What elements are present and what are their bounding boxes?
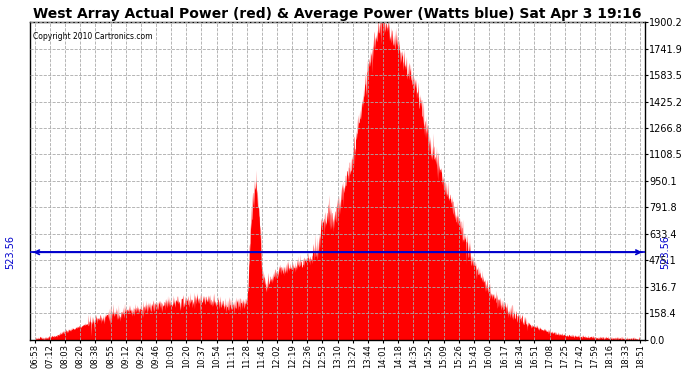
Title: West Array Actual Power (red) & Average Power (Watts blue) Sat Apr 3 19:16: West Array Actual Power (red) & Average … (33, 7, 642, 21)
Text: 523.56: 523.56 (5, 235, 15, 269)
Text: 523.56: 523.56 (660, 235, 670, 269)
Text: Copyright 2010 Cartronics.com: Copyright 2010 Cartronics.com (33, 32, 153, 40)
